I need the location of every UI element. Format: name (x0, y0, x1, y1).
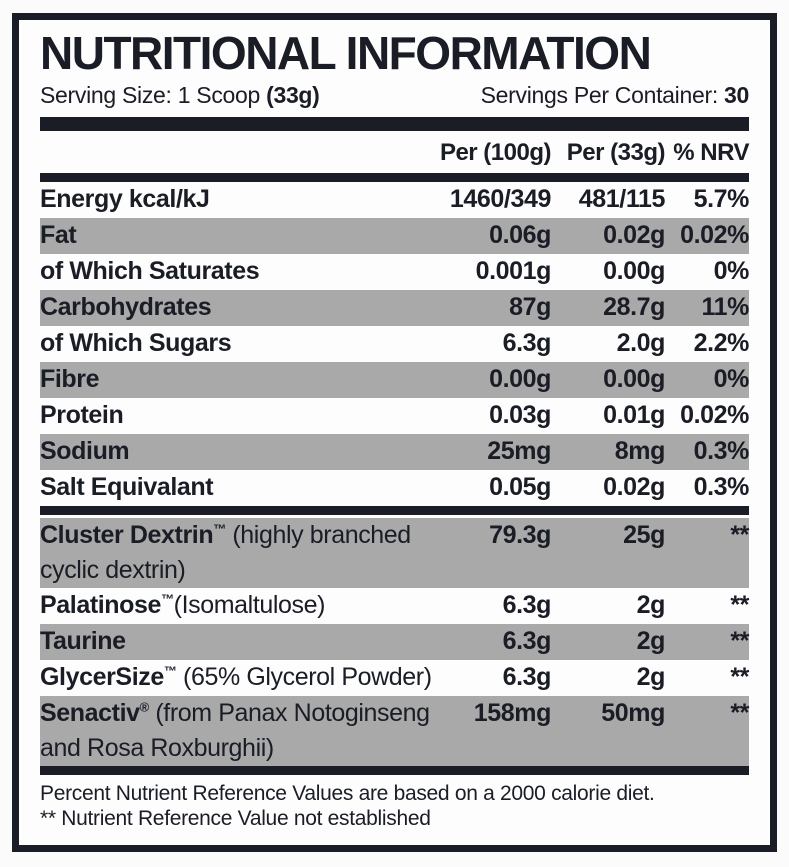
row-value-per33: 25g (623, 521, 665, 550)
row-value-nrv: 0% (713, 257, 750, 286)
row-value-per33: 2.0g (616, 329, 666, 358)
serving-info-row: Serving Size: 1 Scoop (33g) Servings Per… (40, 80, 749, 117)
row-name: Fat (40, 221, 77, 250)
row-value-per33: 28.7g (603, 293, 665, 322)
nutrient-table: Energy kcal/kJ 1460/349 481/115 5.7% Fat 0.06… (40, 182, 749, 506)
table-row: Sodium 25mg 8mg 0.3% (40, 434, 750, 471)
table-row: GlycerSize™ (65% Glycerol Powder) 6.3g 2g *… (40, 660, 749, 696)
row-value-per100: 25mg (487, 437, 551, 466)
row-value-per100: 6.3g (502, 663, 552, 692)
servings-count: 30 (724, 82, 749, 109)
row-value-per100: 1460/349 (449, 185, 551, 214)
row-name: Energy kcal/kJ (40, 185, 210, 214)
column-header-nrv: % NRV (673, 139, 749, 167)
row-name: Sodium (40, 437, 130, 466)
servings-per-container: Servings Per Container: 30 (480, 82, 750, 109)
table-row: Fibre 0.00g 0.00g 0% (40, 362, 750, 399)
row-value-nrv: 2.2% (693, 329, 750, 358)
nutrition-label: NUTRITIONAL INFORMATION Serving Size: 1 … (12, 13, 777, 853)
row-value-per100: 0.00g (489, 365, 551, 394)
table-row: Salt Equivalant 0.05g 0.02g 0.3% (40, 470, 749, 506)
table-row: Protein 0.03g 0.01g 0.02% (40, 398, 749, 434)
row-value-nrv: 0.02% (680, 401, 749, 430)
row-value-per33: 8mg (614, 437, 666, 466)
row-value-nrv: ** (730, 699, 749, 728)
divider-bar-mid (40, 506, 749, 516)
row-name: Protein (40, 401, 124, 430)
page-title: NUTRITIONAL INFORMATION (40, 27, 652, 79)
footnotes: Percent Nutrient Reference Values are ba… (40, 775, 749, 835)
row-value-per100: 6.3g (502, 591, 552, 620)
column-header-per33: Per (33g) (566, 139, 666, 167)
row-value-nrv: ** (730, 591, 749, 620)
divider-bar-top (40, 117, 749, 132)
row-name: of Which Sugars (40, 329, 232, 358)
row-value-per33: 0.00g (603, 365, 665, 394)
table-row: Energy kcal/kJ 1460/349 481/115 5.7% (40, 182, 749, 218)
row-name: Carbohydrates (40, 293, 212, 322)
row-name: Cluster Dextrin™ (highly branched cyclic… (40, 521, 411, 585)
divider-bar-header (40, 173, 749, 183)
row-value-nrv: 0% (713, 365, 750, 394)
row-value-nrv: 0.3% (693, 473, 750, 502)
row-value-per100: 0.05g (489, 473, 551, 502)
row-value-nrv: ** (730, 663, 749, 692)
row-name: Taurine (40, 627, 126, 656)
table-row: Senactiv® (from Panax Notoginseng and Ro… (40, 696, 749, 767)
row-value-nrv: 0.3% (693, 437, 750, 466)
row-value-per33: 2g (636, 591, 666, 620)
serving-size: Serving Size: 1 Scoop (33g) (40, 82, 320, 109)
footnote-not-established: ** Nutrient Reference Value not establis… (40, 807, 431, 831)
table-row: of Which Sugars 6.3g 2.0g 2.2% (40, 326, 749, 362)
row-value-per33: 0.02g (603, 221, 665, 250)
table-row: Carbohydrates 87g 28.7g 11% (40, 290, 750, 327)
footnote-nrv-basis: Percent Nutrient Reference Values are ba… (40, 782, 655, 806)
row-name: Palatinose™(Isomaltulose) (40, 591, 326, 620)
row-name: GlycerSize™ (65% Glycerol Powder) (40, 663, 432, 692)
ingredient-table: Cluster Dextrin™ (highly branched cyclic… (40, 518, 749, 767)
column-header-row: Per (100g) Per (33g) % NRV (40, 131, 750, 173)
row-value-per33: 2g (636, 663, 666, 692)
trademark-symbol: ™ (161, 591, 174, 607)
row-name: of Which Saturates (40, 257, 260, 286)
row-value-per100: 6.3g (502, 329, 552, 358)
row-name: Senactiv® (from Panax Notoginseng and Ro… (40, 699, 430, 763)
divider-bar-bottom (40, 766, 749, 776)
row-value-per33: 0.02g (603, 473, 665, 502)
serving-size-grams: (33g) (266, 82, 320, 109)
row-value-nrv: 11% (701, 293, 750, 322)
row-name: Salt Equivalant (40, 473, 214, 502)
row-value-per33: 2g (636, 627, 666, 656)
trademark-symbol: ™ (163, 663, 177, 679)
column-header-per100: Per (100g) (439, 139, 552, 167)
row-value-nrv: 0.02% (680, 221, 749, 250)
row-value-per33: 481/115 (578, 185, 666, 214)
row-value-per33: 0.00g (603, 257, 665, 286)
row-value-per100: 6.3g (502, 627, 552, 656)
trademark-symbol: ® (139, 699, 150, 715)
row-value-per100: 87g (509, 293, 551, 322)
table-row: Fat 0.06g 0.02g 0.02% (40, 218, 749, 255)
row-value-per33: 50mg (601, 699, 665, 728)
trademark-symbol: ™ (213, 521, 226, 537)
row-value-per100: 79.3g (489, 521, 551, 550)
table-row: Cluster Dextrin™ (highly branched cyclic… (40, 518, 749, 589)
row-value-per33: 0.01g (603, 401, 665, 430)
row-name: Fibre (40, 365, 100, 394)
row-value-nrv: 5.7% (693, 185, 750, 214)
row-value-per100: 0.001g (475, 257, 552, 286)
row-value-per100: 0.03g (489, 401, 551, 430)
table-row: of Which Saturates 0.001g 0.00g 0% (40, 254, 749, 290)
row-value-per100: 0.06g (489, 221, 551, 250)
table-row: Taurine 6.3g 2g ** (40, 624, 749, 661)
row-value-per100: 158mg (473, 699, 552, 728)
table-row: Palatinose™(Isomaltulose) 6.3g 2g ** (40, 588, 749, 624)
row-value-nrv: ** (730, 521, 749, 550)
row-value-nrv: ** (730, 627, 749, 656)
